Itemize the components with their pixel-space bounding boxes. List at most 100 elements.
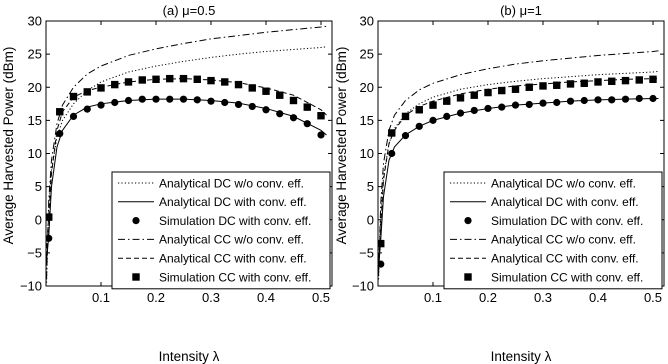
x-axis-label: Intensity λ (159, 349, 220, 364)
data-point-circle (289, 114, 298, 122)
data-point-square (456, 94, 465, 102)
data-point-circle (456, 109, 465, 117)
data-point-square (111, 80, 119, 89)
data-point-circle (635, 94, 643, 103)
data-point-square (248, 84, 256, 92)
data-point-square (511, 85, 520, 93)
data-point-circle (152, 95, 160, 103)
data-point-square (594, 78, 602, 86)
data-point-circle (193, 96, 201, 104)
data-point-circle (69, 112, 78, 120)
x-axis-label: Intensity λ (491, 349, 552, 364)
data-point-circle (248, 102, 256, 111)
data-point-circle (443, 112, 451, 120)
series-line-dotted (378, 70, 659, 280)
data-point-square (152, 75, 160, 83)
legend-box (111, 171, 331, 290)
data-point-square (124, 78, 133, 86)
data-point-circle (388, 149, 396, 158)
legend-marker-square (132, 273, 140, 281)
legend-label: Analytical CC with conv. eff. (491, 252, 639, 266)
y-tick-label: −5 (27, 245, 42, 260)
chart-panel-b: (b) μ=1 −10 −5 0 5 10 15 20 25 30 0.1 0.2 0.3 0.4 0.5 I… (334, 3, 665, 364)
x-tick-label: 0.1 (92, 290, 110, 305)
data-point-circle (111, 98, 119, 107)
data-point-square (415, 106, 423, 114)
chart-panel-a: (a) μ=0.5 −10 −5 0 5 10 15 20 25 30 0.1 0.2 0.3 0.4 0.… (1, 3, 333, 364)
legend-label: Analytical DC w/o conv. eff. (491, 176, 636, 190)
data-point-square (621, 76, 630, 85)
data-point-circle (83, 105, 91, 113)
data-point-circle (470, 106, 478, 115)
data-point-circle (207, 97, 215, 105)
series-line-dotted (46, 46, 327, 283)
data-point-square (498, 86, 506, 95)
legend-label: Simulation CC with conv. eff. (159, 270, 311, 284)
data-point-square (234, 80, 243, 89)
data-point-square (97, 84, 105, 92)
data-point-circle (303, 120, 311, 128)
legend: Analytical DC w/o conv. eff. Analytical D… (443, 171, 663, 290)
data-point-square (553, 81, 561, 89)
data-point-square (317, 112, 325, 120)
plot-area (378, 50, 659, 280)
data-point-circle (566, 97, 575, 105)
data-point-circle (511, 101, 520, 109)
data-point-circle (138, 95, 146, 103)
data-point-square (138, 76, 146, 84)
data-point-circle (46, 234, 53, 242)
data-point-square (289, 96, 298, 105)
y-tick-label: 5 (35, 179, 42, 194)
data-point-circle (608, 96, 616, 104)
legend-box (443, 171, 663, 290)
data-point-circle (276, 110, 284, 118)
data-point-circle (484, 104, 492, 113)
y-tick-label: 0 (367, 212, 374, 227)
data-point-square (83, 88, 91, 96)
y-tick-label: 30 (28, 14, 42, 29)
data-point-square (401, 112, 410, 121)
x-tick-label: 0.3 (202, 290, 220, 305)
data-point-square (635, 76, 643, 84)
y-tick-label: 10 (28, 146, 42, 161)
data-point-square (221, 78, 229, 86)
data-point-square (443, 97, 451, 105)
legend-label: Simulation DC with conv. eff. (491, 214, 643, 228)
data-point-square (525, 83, 533, 91)
data-point-circle (401, 132, 410, 140)
data-point-circle (124, 96, 133, 105)
legend-label: Analytical CC w/o conv. eff. (491, 233, 636, 247)
data-point-circle (415, 122, 423, 130)
data-point-circle (97, 101, 105, 109)
legend-label: Analytical DC with conv. eff. (491, 195, 639, 209)
series-line-dashed (378, 78, 659, 267)
legend-label: Analytical CC with conv. eff. (159, 252, 307, 266)
data-point-circle (317, 131, 325, 139)
y-axis-label: Average Harvested Power (dBm) (334, 47, 349, 245)
y-tick-label: 25 (360, 47, 374, 62)
data-point-square (262, 87, 270, 95)
data-point-square (429, 101, 437, 109)
legend-label: Analytical CC w/o conv. eff. (159, 233, 304, 247)
x-tick-label: 0.2 (479, 290, 497, 305)
data-point-square (378, 239, 385, 248)
data-point-square (179, 74, 188, 83)
data-point-square (69, 92, 78, 101)
y-tick-label: 10 (360, 146, 374, 161)
data-point-square (276, 91, 284, 99)
data-point-square (193, 75, 201, 83)
y-tick-label: 0 (35, 212, 42, 227)
x-tick-label: 0.1 (424, 290, 442, 305)
data-point-circle (498, 103, 506, 111)
legend-label: Simulation DC with conv. eff. (159, 214, 311, 228)
data-point-square (470, 91, 478, 99)
data-point-square (303, 103, 311, 111)
series-line-dashdot (378, 50, 659, 277)
data-point-square (608, 77, 616, 85)
y-tick-label: 20 (28, 80, 42, 95)
data-point-square (649, 75, 657, 83)
legend-marker-circle (464, 217, 472, 225)
data-point-square (484, 88, 492, 97)
legend-marker-square (464, 273, 472, 281)
